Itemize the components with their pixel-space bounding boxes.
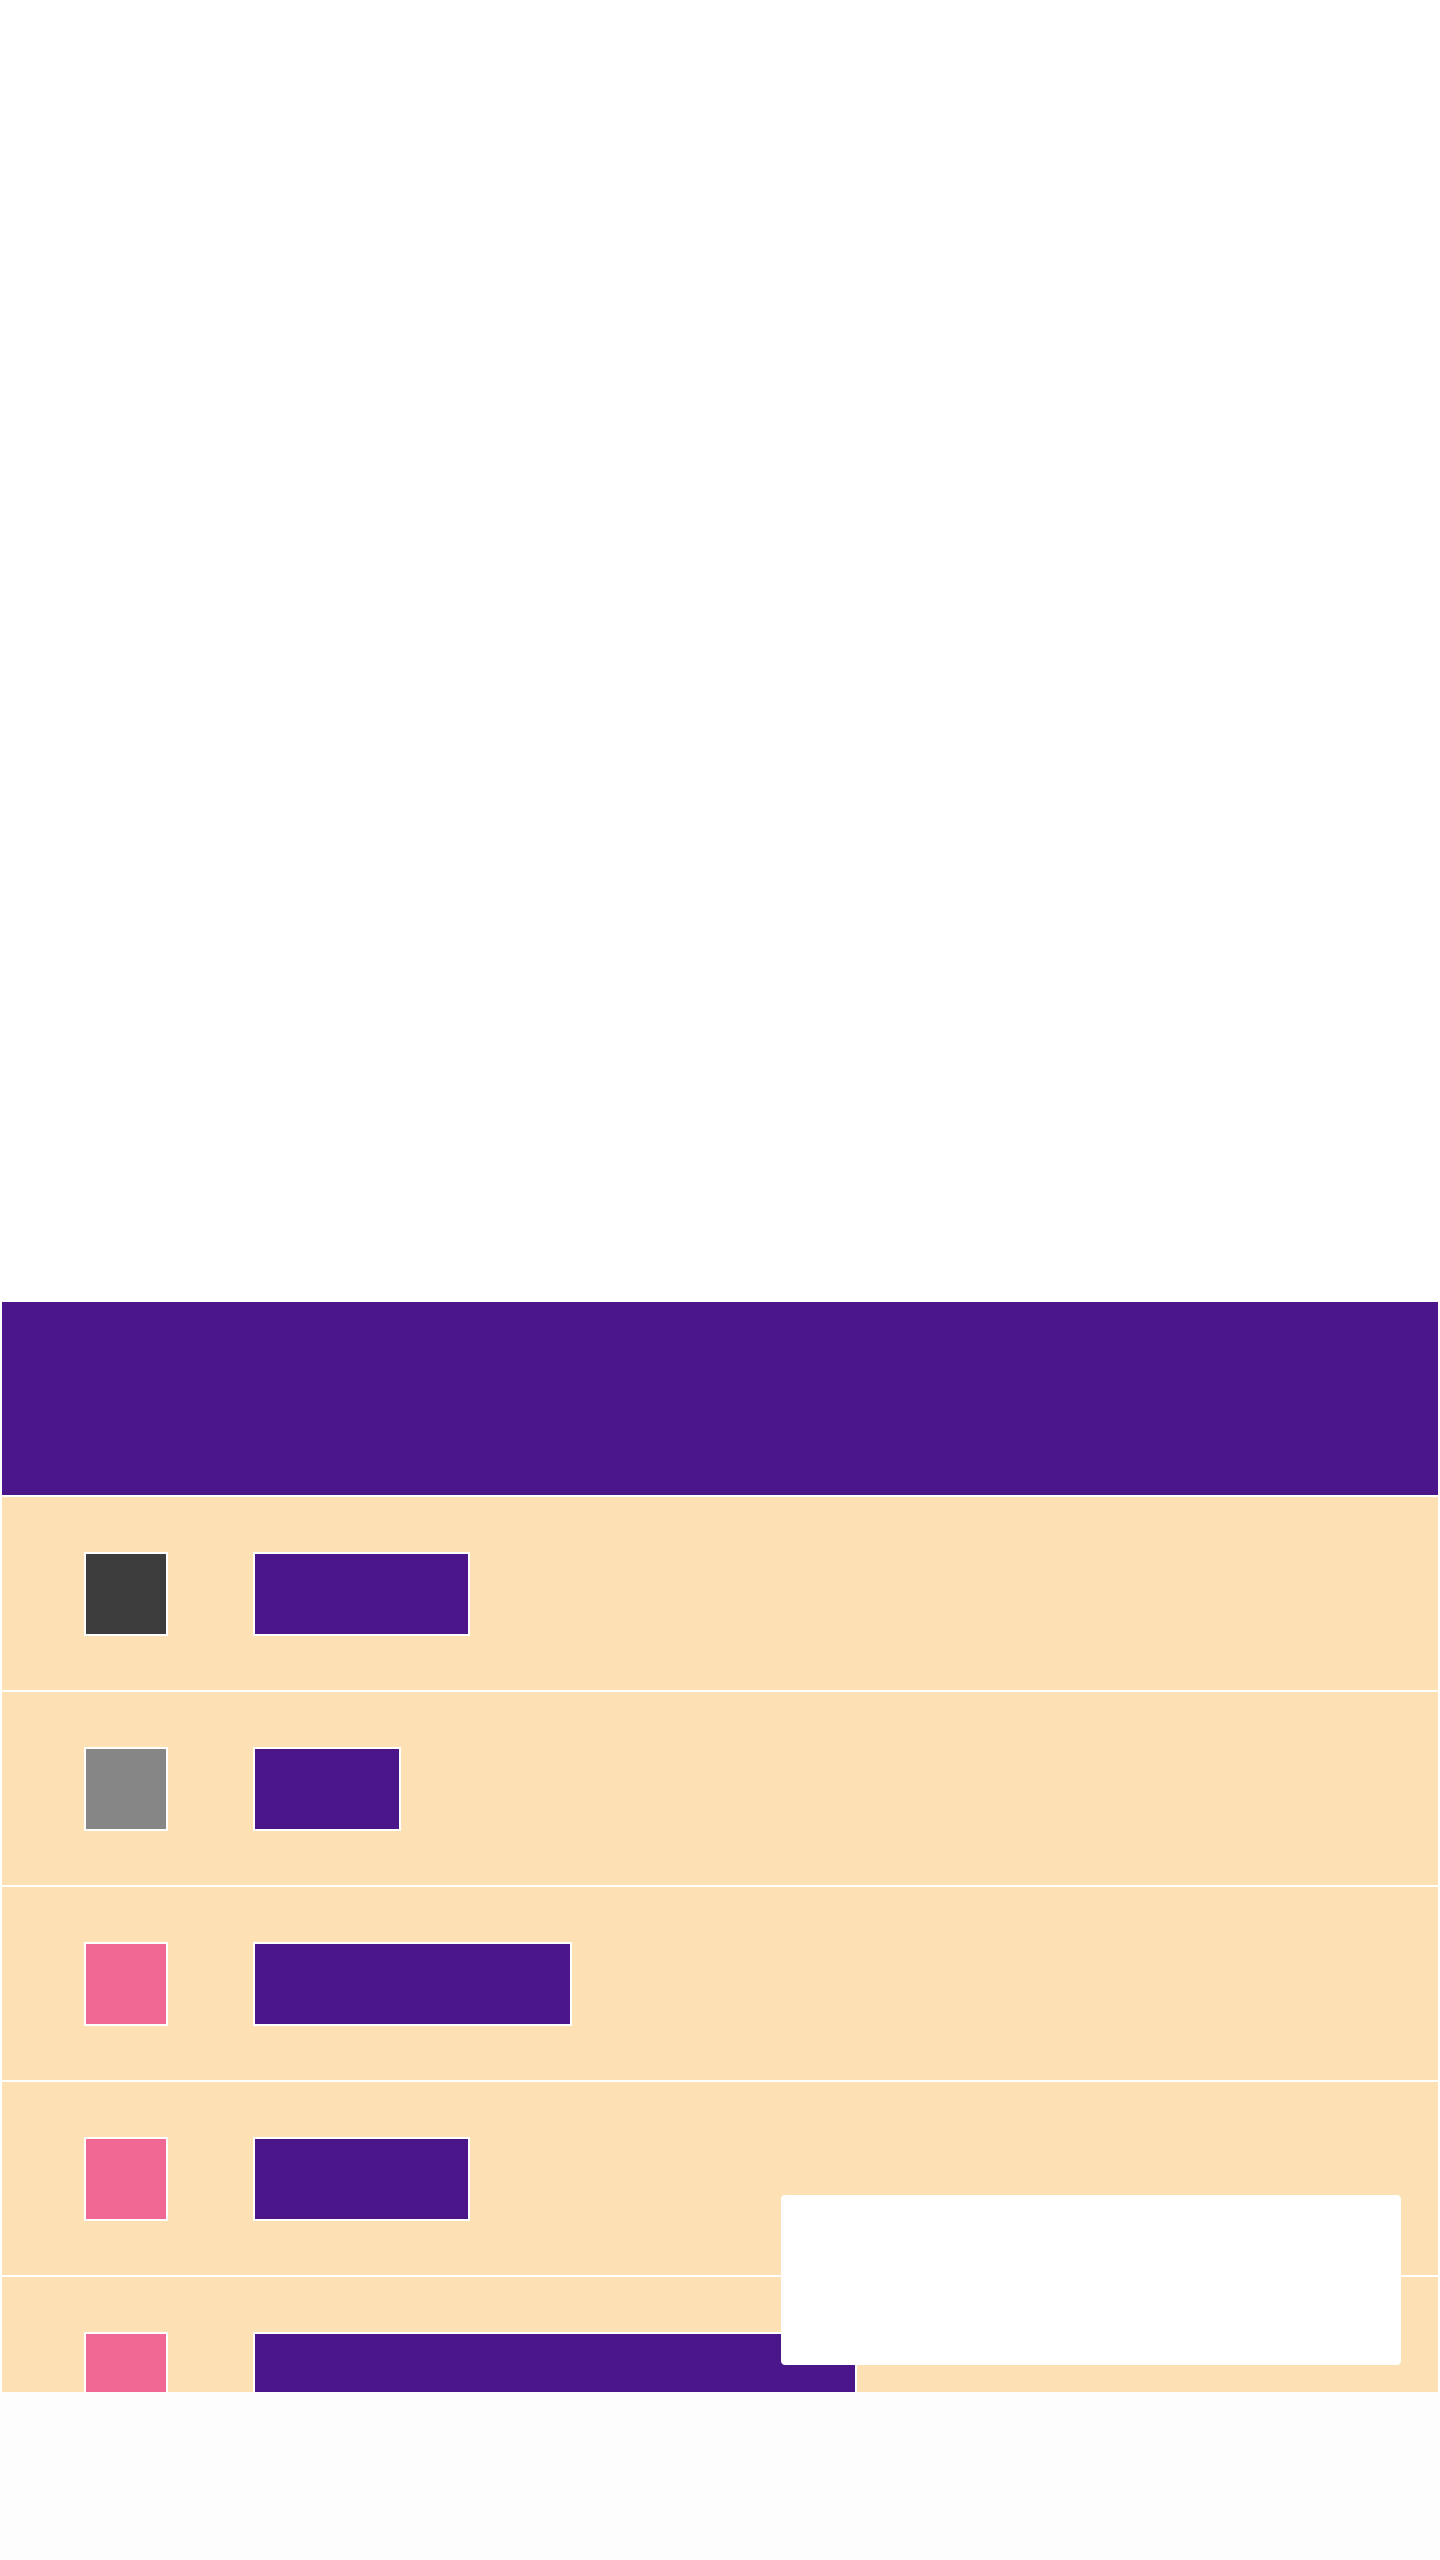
color-swatch [84, 1552, 168, 1636]
item-label-bar [253, 2332, 857, 2392]
blank-content-area [0, 0, 1440, 1302]
item-label-bar [253, 1552, 470, 1636]
list-item[interactable] [2, 1885, 1438, 2080]
color-swatch [84, 1942, 168, 2026]
item-label-bar [253, 2137, 470, 2221]
popup-card[interactable] [781, 2195, 1401, 2365]
color-swatch [84, 1747, 168, 1831]
item-label-bar [253, 1942, 572, 2026]
color-swatch [84, 2137, 168, 2221]
color-swatch [84, 2332, 168, 2392]
bottom-blank-area [0, 2392, 1440, 2560]
list-header [2, 1302, 1438, 1495]
list-item[interactable] [2, 1690, 1438, 1885]
item-label-bar [253, 1747, 401, 1831]
list-item[interactable] [2, 1495, 1438, 1690]
